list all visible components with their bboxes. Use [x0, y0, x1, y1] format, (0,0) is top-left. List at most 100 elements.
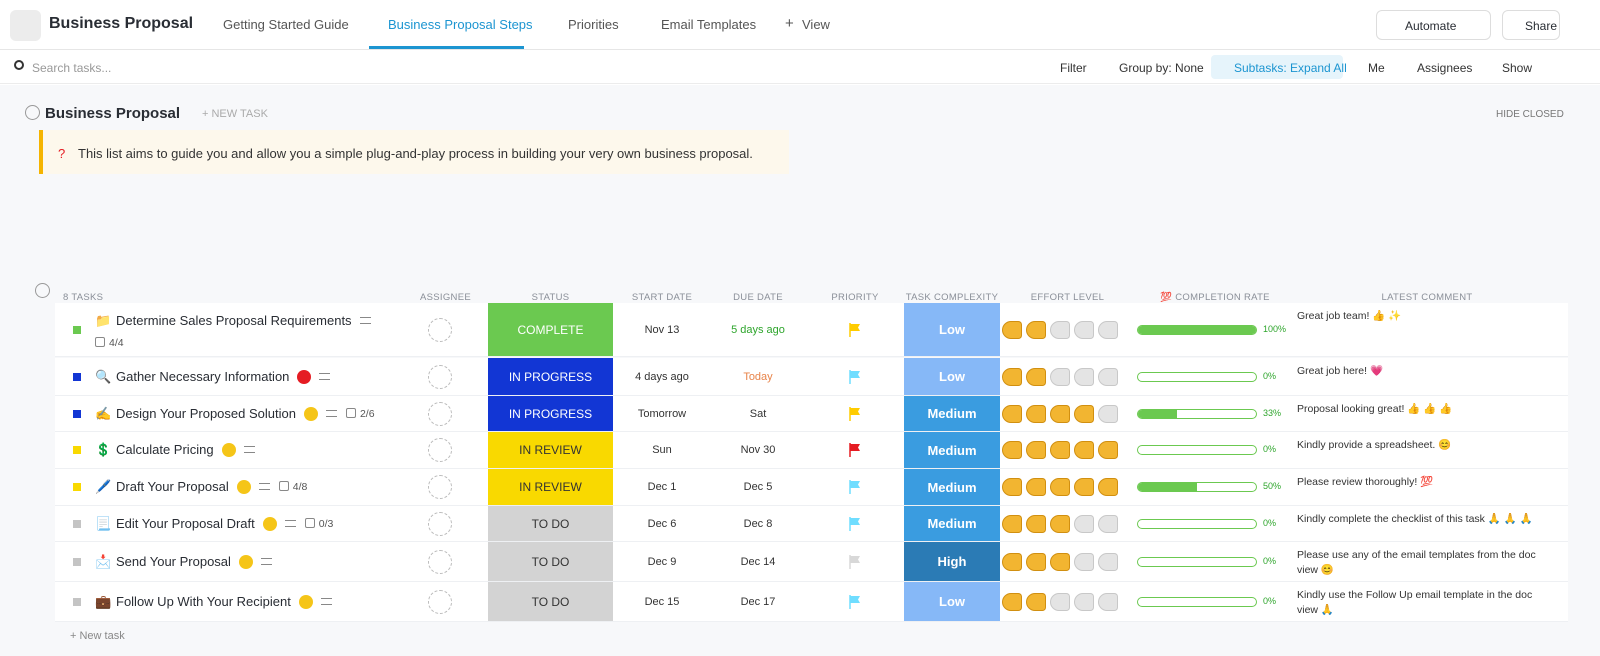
priority-flag[interactable]: [849, 554, 861, 569]
complexity-cell[interactable]: Low: [904, 303, 1000, 356]
status-cell[interactable]: TO DO: [488, 506, 613, 541]
checklist-icon: [95, 337, 105, 347]
tab-active[interactable]: Business Proposal Steps: [388, 17, 533, 32]
dependency-badge: [238, 554, 253, 569]
assignee-avatar[interactable]: [428, 401, 452, 426]
effort-icon: [1026, 514, 1046, 533]
complexity-cell[interactable]: High: [904, 542, 1000, 581]
task-row[interactable]: [55, 432, 1568, 469]
status-cell[interactable]: IN REVIEW: [488, 432, 613, 468]
task-row[interactable]: [55, 542, 1568, 582]
search-input[interactable]: Search tasks...: [32, 61, 112, 75]
status-cell[interactable]: IN PROGRESS: [488, 358, 613, 395]
description-icon: [258, 483, 270, 490]
status-square: [73, 372, 81, 381]
progress-fill: [1138, 483, 1197, 491]
priority-flag[interactable]: [849, 480, 861, 494]
priority-flag[interactable]: [849, 322, 861, 337]
plus-icon: +: [785, 15, 794, 32]
flag: [849, 443, 860, 457]
flag: [849, 554, 860, 569]
filter-button[interactable]: Filter: [1060, 61, 1087, 75]
checklist-count: 4/8: [292, 481, 308, 493]
status-square: [73, 325, 81, 334]
effort-icon: [1074, 478, 1094, 496]
automate-button[interactable]: [1376, 10, 1491, 40]
add-task-button[interactable]: + New task: [70, 630, 125, 642]
share-button[interactable]: [1502, 10, 1560, 40]
assignee-avatar[interactable]: [428, 589, 452, 614]
complexity-cell[interactable]: Medium: [904, 469, 1000, 505]
description-box: [39, 130, 789, 174]
complexity-cell[interactable]: Medium: [904, 396, 1000, 431]
column-header: START DATE: [631, 292, 693, 303]
task-name[interactable]: Gather Necessary Information: [116, 368, 290, 384]
priority-flag[interactable]: [849, 443, 861, 457]
group-toggle[interactable]: [35, 283, 50, 298]
column-header: PRIORITY: [831, 292, 879, 303]
task-row[interactable]: [55, 469, 1568, 506]
task-name[interactable]: Send Your Proposal: [116, 553, 231, 569]
assignee-avatar[interactable]: [428, 364, 452, 389]
assignees-button[interactable]: Assignees: [1417, 61, 1473, 75]
assignee-avatar[interactable]: [428, 438, 452, 462]
status-cell[interactable]: IN REVIEW: [488, 469, 613, 505]
assignee-avatar[interactable]: [428, 549, 452, 574]
due-date: Dec 5: [743, 481, 773, 493]
top-bar: Business Proposal Getting Started Guide …: [0, 0, 1600, 50]
status-cell[interactable]: COMPLETE: [488, 303, 613, 356]
complexity-cell[interactable]: Low: [904, 582, 1000, 621]
task-name[interactable]: Design Your Proposed Solution: [116, 405, 296, 421]
subtasks-button[interactable]: Subtasks: Expand All: [1234, 61, 1347, 75]
me-button[interactable]: Me: [1368, 61, 1385, 75]
show-button[interactable]: Show: [1502, 61, 1533, 75]
task-row[interactable]: [55, 506, 1568, 542]
progress-fill: [1138, 325, 1256, 334]
effort-level: [1002, 514, 1122, 533]
page-title: Business Proposal: [49, 15, 194, 32]
complexity-cell[interactable]: Medium: [904, 432, 1000, 468]
task-name[interactable]: Follow Up With Your Recipient: [116, 593, 291, 609]
progress-track: [1137, 445, 1257, 455]
effort-icon: [1002, 441, 1022, 459]
status-cell[interactable]: TO DO: [488, 582, 613, 621]
latest-comment: Please review thoroughly! 💯: [1297, 476, 1434, 488]
effort-level: [1002, 592, 1122, 611]
priority-flag[interactable]: [849, 594, 861, 609]
checklist-count: 4/4: [109, 337, 124, 349]
complexity-cell[interactable]: Medium: [904, 506, 1000, 541]
assignee-avatar[interactable]: [428, 317, 452, 342]
tab[interactable]: Email Templates: [661, 17, 757, 32]
effort-icon: [1074, 367, 1094, 386]
task-row[interactable]: [55, 396, 1568, 432]
complexity-cell[interactable]: Low: [904, 358, 1000, 395]
checklist-count: 0/3: [318, 517, 334, 530]
status-cell[interactable]: IN PROGRESS: [488, 396, 613, 431]
status-square: [73, 519, 81, 528]
effort-icon: [1074, 404, 1094, 423]
add-view[interactable]: View: [802, 17, 830, 32]
status-cell[interactable]: TO DO: [488, 542, 613, 581]
task-name[interactable]: Determine Sales Proposal Requirements: [116, 313, 352, 328]
progress-track: [1137, 408, 1257, 419]
task-name[interactable]: Edit Your Proposal Draft: [116, 515, 255, 531]
due-date: Dec 17: [740, 595, 776, 608]
priority-flag[interactable]: [849, 516, 861, 531]
column-header: DUE DATE: [733, 292, 783, 303]
priority-flag[interactable]: [849, 369, 861, 384]
list-icon[interactable]: [10, 10, 41, 41]
progress-track: [1137, 324, 1257, 335]
tab[interactable]: Priorities: [568, 17, 619, 32]
assignee-avatar[interactable]: [428, 511, 452, 536]
group-by-button[interactable]: Group by: None: [1119, 61, 1204, 75]
assignee-avatar[interactable]: [428, 475, 452, 499]
new-task-button[interactable]: + NEW TASK: [202, 108, 268, 120]
collapse-toggle[interactable]: [25, 105, 40, 120]
hide-closed-button[interactable]: HIDE CLOSED: [1496, 109, 1564, 120]
tab[interactable]: Getting Started Guide: [223, 17, 349, 32]
task-name[interactable]: Calculate Pricing: [116, 442, 214, 457]
effort-icon: [1050, 592, 1070, 611]
priority-flag[interactable]: [849, 406, 861, 421]
task-name[interactable]: Draft Your Proposal: [116, 479, 229, 494]
task-row[interactable]: [55, 303, 1568, 357]
